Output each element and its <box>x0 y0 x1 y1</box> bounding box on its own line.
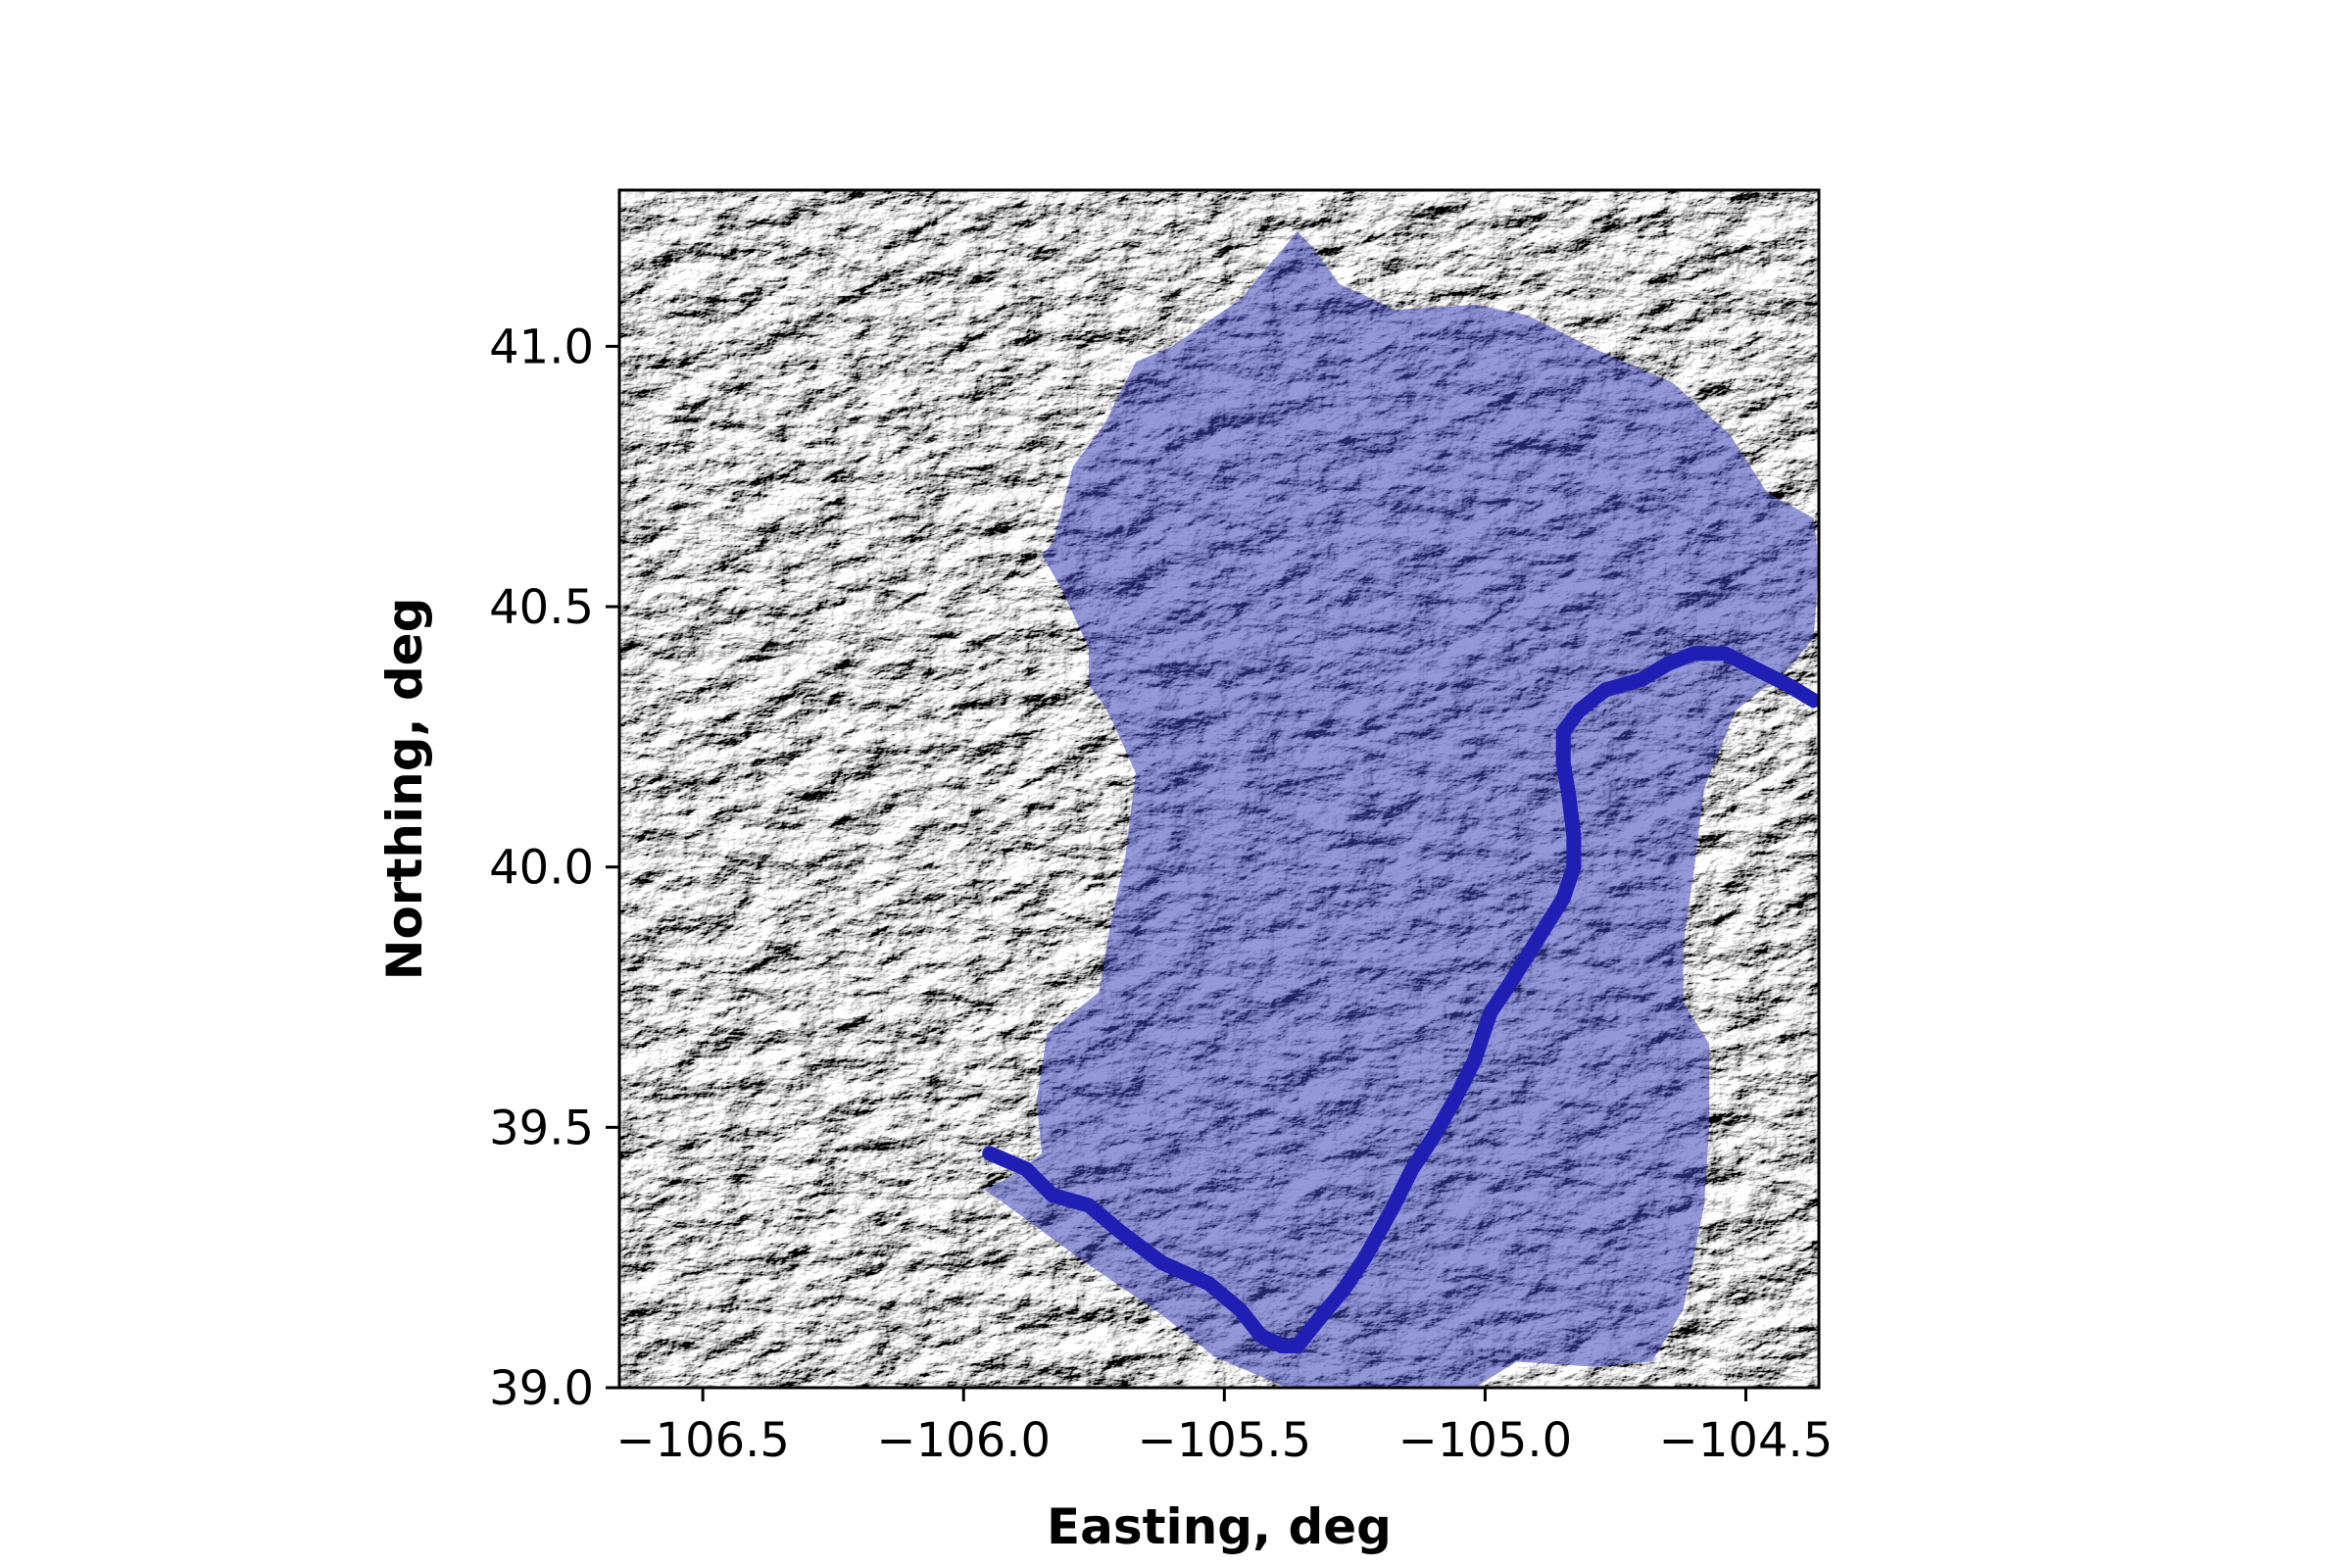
plot-frame <box>617 188 1821 1390</box>
y-axis-ticks: 39.0 39.5 40.0 40.5 41.0 <box>489 319 619 1416</box>
y-tick-label: 41.0 <box>489 319 594 374</box>
x-axis-label: Easting, deg <box>1047 1498 1392 1555</box>
y-tick-label: 40.0 <box>489 841 594 896</box>
x-tick-label: −104.5 <box>1659 1413 1834 1468</box>
x-axis-ticks: −106.5 −106.0 −105.5 −105.0 −104.5 <box>615 1388 1833 1468</box>
y-axis-label: Northing, deg <box>376 598 433 981</box>
x-tick-label: −105.0 <box>1398 1413 1573 1468</box>
y-tick-label: 39.5 <box>489 1101 594 1155</box>
x-tick-label: −106.5 <box>615 1413 790 1468</box>
y-tick-label: 39.0 <box>489 1361 594 1416</box>
x-tick-label: −106.0 <box>876 1413 1051 1468</box>
river-line <box>982 646 1819 1353</box>
watershed-basin-area <box>984 231 1819 1388</box>
x-tick-label: −105.5 <box>1138 1413 1312 1468</box>
y-tick-label: 40.5 <box>489 580 594 635</box>
